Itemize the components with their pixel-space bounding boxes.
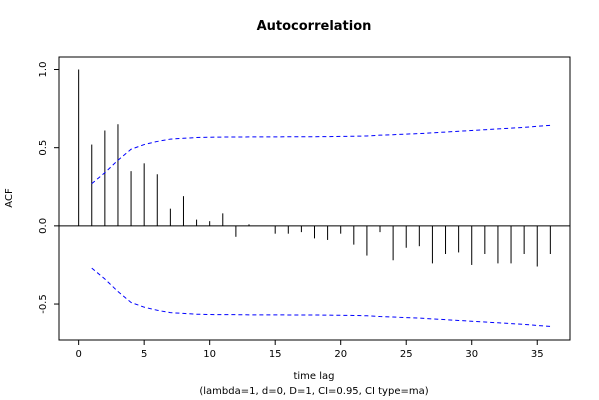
- x-tick-label: 10: [203, 349, 216, 360]
- x-tick-label: 0: [75, 349, 81, 360]
- y-axis: -0.5 0.0 0.5 1.0: [38, 62, 59, 314]
- acf-bars: [78, 69, 551, 267]
- x-tick-label: 20: [334, 349, 347, 360]
- y-tick-label: 0.5: [38, 140, 49, 156]
- x-axis: 0 5 10 15 20 25 30 35: [75, 340, 544, 360]
- chart-subtitle: (lambda=1, d=0, D=1, CI=0.95, CI type=ma…: [199, 386, 428, 397]
- chart-title: Autocorrelation: [257, 19, 372, 34]
- x-tick-label: 5: [141, 349, 147, 360]
- y-tick-label: -0.5: [38, 294, 49, 314]
- x-tick-label: 30: [465, 349, 478, 360]
- ci-lower-line: [91, 267, 551, 327]
- y-axis-label: ACF: [4, 188, 15, 208]
- x-tick-label: 35: [531, 349, 544, 360]
- y-tick-label: 1.0: [38, 62, 49, 78]
- x-axis-label: time lag: [293, 371, 334, 382]
- y-tick-label: 0.0: [38, 218, 49, 234]
- x-tick-label: 25: [400, 349, 413, 360]
- plot-frame: [58, 56, 571, 341]
- x-tick-label: 15: [269, 349, 282, 360]
- ci-upper-line: [91, 124, 551, 185]
